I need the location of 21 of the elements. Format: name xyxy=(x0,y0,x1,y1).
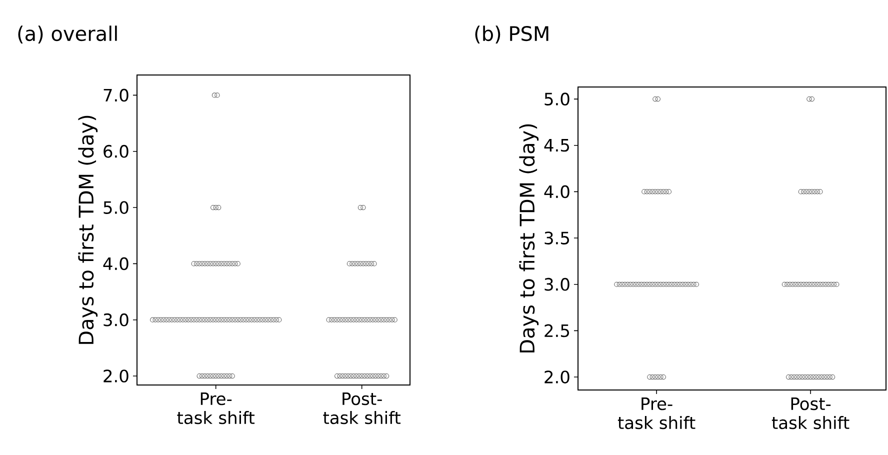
y-tick-label: 2.0 xyxy=(104,370,128,382)
y-tick-label: 4.0 xyxy=(544,185,570,198)
x-tick-label: Post- task shift xyxy=(772,398,850,430)
y-tick-label: 5.0 xyxy=(104,201,128,214)
y-tick-label: 5.0 xyxy=(544,92,570,106)
y-tick-label: 2.5 xyxy=(544,324,569,338)
y-tick-label: 6.0 xyxy=(104,144,128,158)
y-tick-label: 4.0 xyxy=(103,257,128,270)
x-tick-label: Pre- task shift xyxy=(177,392,255,424)
y-tick-label: 3.5 xyxy=(544,232,569,244)
y-tick-label: 7.0 xyxy=(104,88,128,102)
y-tick-label: 3.0 xyxy=(544,278,570,291)
chart-title: (a) overall xyxy=(18,26,117,44)
y-axis-title: Days to first TDM (day) xyxy=(78,116,98,344)
x-tick-label: Pre- task shift xyxy=(618,398,696,430)
chart-title: (b) PSM xyxy=(475,26,548,44)
y-tick-label: 4.5 xyxy=(544,139,569,152)
y-tick-label: 3.0 xyxy=(104,313,128,326)
y-tick-label: 2.0 xyxy=(544,370,570,384)
x-tick-label: Post- task shift xyxy=(323,392,401,424)
y-axis-title: Days to first TDM (day) xyxy=(519,124,539,352)
